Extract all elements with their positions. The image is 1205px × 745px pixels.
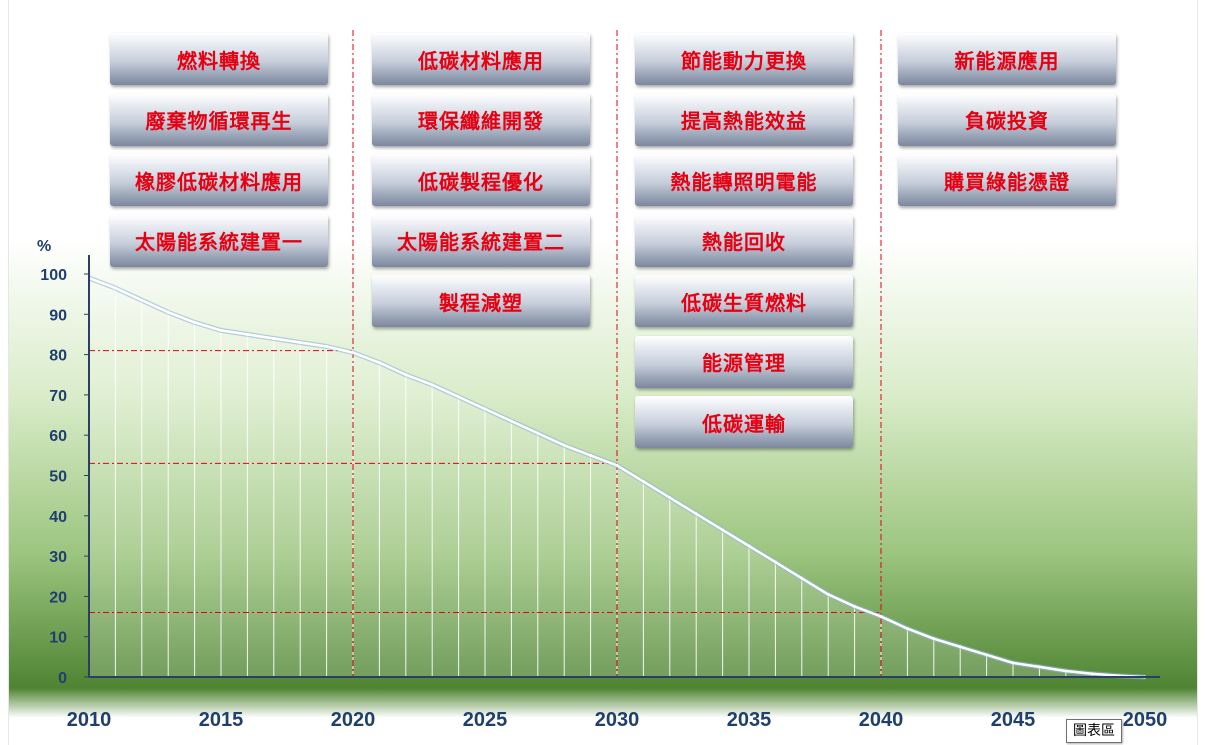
data-point-2019: [325, 345, 329, 349]
x-tick-label-2035: 2035: [727, 709, 772, 731]
data-point-2045: [1011, 661, 1015, 665]
strategy-label-4-1: 新能源應用: [898, 33, 1116, 85]
x-tick-label-2045: 2045: [991, 709, 1036, 731]
data-point-2035: [747, 544, 751, 548]
x-tick-label-2020: 2020: [331, 709, 376, 731]
data-point-2044: [985, 653, 989, 657]
x-tick-label-2050: 2050: [1123, 709, 1168, 731]
data-point-2027: [536, 431, 540, 435]
data-point-2032: [668, 496, 672, 500]
data-point-2040: [879, 615, 883, 619]
data-point-2039: [853, 604, 857, 608]
data-point-2021: [377, 361, 381, 365]
data-point-2028: [562, 443, 566, 447]
data-point-2020: [351, 351, 355, 355]
data-point-2048: [1090, 672, 1094, 676]
plot-bottom-band: [9, 688, 1197, 718]
y-tick-label-40: 40: [49, 509, 67, 526]
y-tick-label-30: 30: [49, 549, 67, 566]
strategy-label-3-2: 提高熱能效益: [635, 93, 853, 146]
x-tick-label-2040: 2040: [859, 709, 904, 731]
data-point-2037: [800, 576, 804, 580]
strategy-label-1-2: 廢棄物循環再生: [110, 93, 328, 146]
strategy-label-4-2: 負碳投資: [898, 93, 1116, 146]
strategy-label-2-2: 環保纖維開發: [372, 93, 590, 146]
data-point-2015: [219, 328, 223, 332]
strategy-label-4-3: 購買綠能憑證: [898, 154, 1116, 206]
chart-area-tooltip: 圖表區: [1066, 719, 1122, 743]
data-point-2018: [298, 341, 302, 345]
strategy-label-1-3: 橡膠低碳材料應用: [110, 154, 328, 206]
data-point-2023: [430, 383, 434, 387]
x-tick-label-2010: 2010: [67, 709, 112, 731]
plot-background: [9, 240, 1197, 688]
y-tick-label-60: 60: [49, 428, 67, 445]
data-point-2034: [721, 528, 725, 532]
y-tick-label-20: 20: [49, 589, 67, 606]
data-point-2024: [457, 395, 461, 399]
data-point-2012: [140, 298, 144, 302]
x-tick-label-2030: 2030: [595, 709, 640, 731]
strategy-label-3-7: 低碳運輸: [635, 396, 853, 448]
data-point-2033: [694, 512, 698, 516]
data-point-2046: [1037, 665, 1041, 669]
strategy-label-3-5: 低碳生質燃料: [635, 275, 853, 327]
data-point-2025: [483, 407, 487, 411]
y-tick-label-80: 80: [49, 348, 67, 365]
strategy-label-2-5: 製程減塑: [372, 275, 590, 327]
data-point-2011: [113, 286, 117, 290]
data-point-2043: [958, 645, 962, 649]
y-tick-label-100: 100: [40, 267, 67, 284]
data-point-2036: [773, 560, 777, 564]
data-point-2014: [193, 320, 197, 324]
data-point-2031: [641, 480, 645, 484]
data-point-2041: [905, 627, 909, 631]
strategy-label-2-1: 低碳材料應用: [372, 33, 590, 85]
strategy-label-1-4: 太陽能系統建置一: [110, 214, 328, 267]
strategy-label-3-1: 節能動力更換: [635, 33, 853, 85]
data-point-2017: [272, 336, 276, 340]
strategy-label-3-3: 熱能轉照明電能: [635, 154, 853, 206]
chart-border-left: [8, 0, 9, 745]
data-point-2038: [826, 592, 830, 596]
x-tick-label-2025: 2025: [463, 709, 508, 731]
x-tick-label-2015: 2015: [199, 709, 244, 731]
data-point-2047: [1064, 669, 1068, 673]
data-point-2022: [404, 373, 408, 377]
y-tick-label-0: 0: [58, 670, 67, 687]
y-axis-label: %: [37, 238, 51, 255]
strategy-label-2-4: 太陽能系統建置二: [372, 214, 590, 267]
strategy-label-3-6: 能源管理: [635, 335, 853, 388]
strategy-label-1-1: 燃料轉換: [110, 33, 328, 85]
y-tick-label-90: 90: [49, 307, 67, 324]
data-point-2030: [615, 463, 619, 467]
strategy-label-2-3: 低碳製程優化: [372, 154, 590, 206]
data-point-2029: [589, 453, 593, 457]
data-point-2016: [245, 332, 249, 336]
y-tick-label-50: 50: [49, 469, 67, 486]
y-tick-label-10: 10: [49, 630, 67, 647]
y-tick-label-70: 70: [49, 388, 67, 405]
strategy-label-3-4: 熱能回收: [635, 214, 853, 267]
data-point-2026: [509, 419, 513, 423]
data-point-2042: [932, 637, 936, 641]
chart-border-right: [1197, 0, 1198, 745]
data-point-2013: [166, 310, 170, 314]
